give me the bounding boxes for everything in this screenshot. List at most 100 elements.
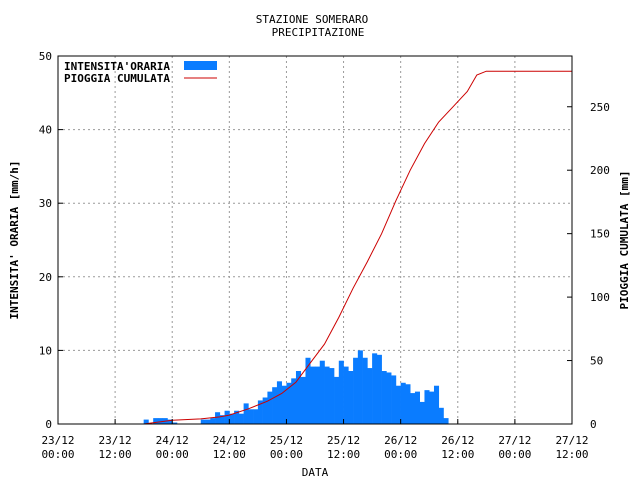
intensity-bar bbox=[257, 400, 263, 424]
intensity-bar bbox=[210, 418, 216, 424]
intensity-bar bbox=[414, 391, 421, 424]
x-tick-label-date: 24/12 bbox=[156, 434, 189, 447]
x-tick-label-date: 23/12 bbox=[99, 434, 132, 447]
intensity-bar bbox=[248, 409, 254, 424]
intensity-bar bbox=[424, 390, 430, 424]
intensity-bar bbox=[410, 393, 416, 424]
plot-area-frame bbox=[57, 55, 573, 425]
intensity-bar bbox=[400, 382, 406, 424]
intensity-bar bbox=[243, 403, 249, 424]
intensity-bar bbox=[429, 391, 435, 424]
intensity-bar bbox=[438, 407, 444, 424]
right-tick-label: 50 bbox=[590, 355, 603, 368]
intensity-bar bbox=[229, 413, 235, 424]
x-tick-label-date: 27/12 bbox=[555, 434, 588, 447]
intensity-bar bbox=[353, 357, 359, 424]
x-tick-label-time: 00:00 bbox=[156, 448, 189, 461]
y-axis-right-label: PIOGGIA CUMULATA [mm] bbox=[618, 170, 631, 309]
intensity-bar bbox=[276, 381, 282, 424]
intensity-bar bbox=[172, 422, 178, 424]
x-tick-label-time: 00:00 bbox=[384, 448, 417, 461]
intensity-bar bbox=[253, 409, 259, 424]
intensity-bar bbox=[143, 419, 149, 424]
x-tick-label-time: 12:00 bbox=[99, 448, 132, 461]
x-tick-label-time: 00:00 bbox=[41, 448, 74, 461]
intensity-bar bbox=[329, 368, 335, 424]
intensity-bar bbox=[167, 419, 173, 424]
intensity-bar bbox=[419, 401, 425, 424]
legend-swatch-intensity bbox=[184, 61, 217, 70]
intensity-bar bbox=[367, 368, 373, 424]
intensity-bar bbox=[386, 372, 392, 424]
left-tick-label: 40 bbox=[39, 124, 52, 137]
x-tick-label-date: 25/12 bbox=[327, 434, 360, 447]
right-tick-label: 250 bbox=[590, 101, 610, 114]
intensity-bar bbox=[372, 353, 378, 424]
grid-lines bbox=[58, 56, 572, 424]
legend-label-cumulative: PIOGGIA CUMULATA bbox=[64, 72, 170, 85]
intensity-bar bbox=[286, 382, 292, 424]
intensity-bar bbox=[343, 366, 349, 424]
intensity-bar bbox=[305, 357, 311, 424]
intensity-bar bbox=[224, 410, 230, 424]
left-axis-ticks: 0 10 20 30 40 50 bbox=[39, 50, 63, 431]
intensity-bar bbox=[291, 378, 297, 424]
intensity-bar bbox=[234, 410, 240, 424]
left-tick-label: 50 bbox=[39, 50, 52, 63]
intensity-bar bbox=[319, 360, 325, 424]
intensity-bar bbox=[357, 350, 363, 424]
intensity-bar bbox=[272, 387, 278, 424]
right-axis-ticks: 0 50 100 150 200 250 bbox=[567, 101, 610, 431]
legend-label-intensity: INTENSITA'ORARIA bbox=[64, 60, 170, 73]
intensity-bar bbox=[200, 419, 206, 424]
intensity-bar bbox=[324, 366, 330, 424]
chart-subtitle: PRECIPITAZIONE bbox=[272, 26, 365, 39]
intensity-bar bbox=[334, 376, 340, 424]
intensity-bar bbox=[205, 419, 211, 424]
x-tick-label-time: 12:00 bbox=[213, 448, 246, 461]
x-tick-label-date: 25/12 bbox=[270, 434, 303, 447]
intensity-bar bbox=[219, 415, 225, 424]
intensity-bars bbox=[143, 350, 449, 424]
left-tick-label: 20 bbox=[39, 271, 52, 284]
intensity-bar bbox=[376, 354, 382, 424]
chart-title: STAZIONE SOMERARO bbox=[256, 13, 369, 26]
x-tick-label-date: 23/12 bbox=[41, 434, 74, 447]
intensity-bar bbox=[215, 412, 221, 424]
x-tick-label-time: 12:00 bbox=[327, 448, 360, 461]
intensity-bar bbox=[262, 397, 268, 424]
x-tick-label-date: 27/12 bbox=[498, 434, 531, 447]
right-tick-label: 150 bbox=[590, 228, 610, 241]
y-axis-left-label: INTENSITA' ORARIA [mm/h] bbox=[8, 161, 21, 320]
x-axis-ticks: 23/1200:0023/1212:0024/1200:0024/1212:00… bbox=[41, 419, 589, 461]
intensity-bar bbox=[443, 418, 449, 424]
intensity-bar bbox=[362, 357, 368, 424]
x-tick-label-date: 24/12 bbox=[213, 434, 246, 447]
x-tick-label-time: 12:00 bbox=[441, 448, 474, 461]
intensity-bar bbox=[381, 371, 387, 424]
cumulative-rain-line bbox=[143, 70, 572, 425]
intensity-bar bbox=[433, 385, 440, 424]
x-tick-label-time: 00:00 bbox=[270, 448, 303, 461]
right-tick-label: 200 bbox=[590, 164, 610, 177]
x-axis-label: DATA bbox=[302, 466, 329, 479]
intensity-bar bbox=[267, 391, 273, 424]
intensity-bar bbox=[238, 413, 244, 424]
intensity-bar bbox=[310, 366, 316, 424]
left-tick-label: 30 bbox=[39, 197, 52, 210]
intensity-bar bbox=[153, 418, 159, 424]
left-tick-label: 10 bbox=[39, 344, 52, 357]
x-tick-label-date: 26/12 bbox=[384, 434, 417, 447]
intensity-bar bbox=[348, 371, 354, 424]
intensity-bar bbox=[300, 376, 306, 424]
intensity-bar bbox=[405, 384, 411, 424]
left-tick-label: 0 bbox=[45, 418, 52, 431]
legend: INTENSITA'ORARIA PIOGGIA CUMULATA bbox=[64, 60, 217, 85]
intensity-bar bbox=[157, 418, 164, 424]
x-tick-label-date: 26/12 bbox=[441, 434, 474, 447]
intensity-bar bbox=[395, 385, 401, 424]
right-tick-label: 0 bbox=[590, 418, 597, 431]
right-tick-label: 100 bbox=[590, 291, 610, 304]
x-tick-label-time: 12:00 bbox=[555, 448, 588, 461]
